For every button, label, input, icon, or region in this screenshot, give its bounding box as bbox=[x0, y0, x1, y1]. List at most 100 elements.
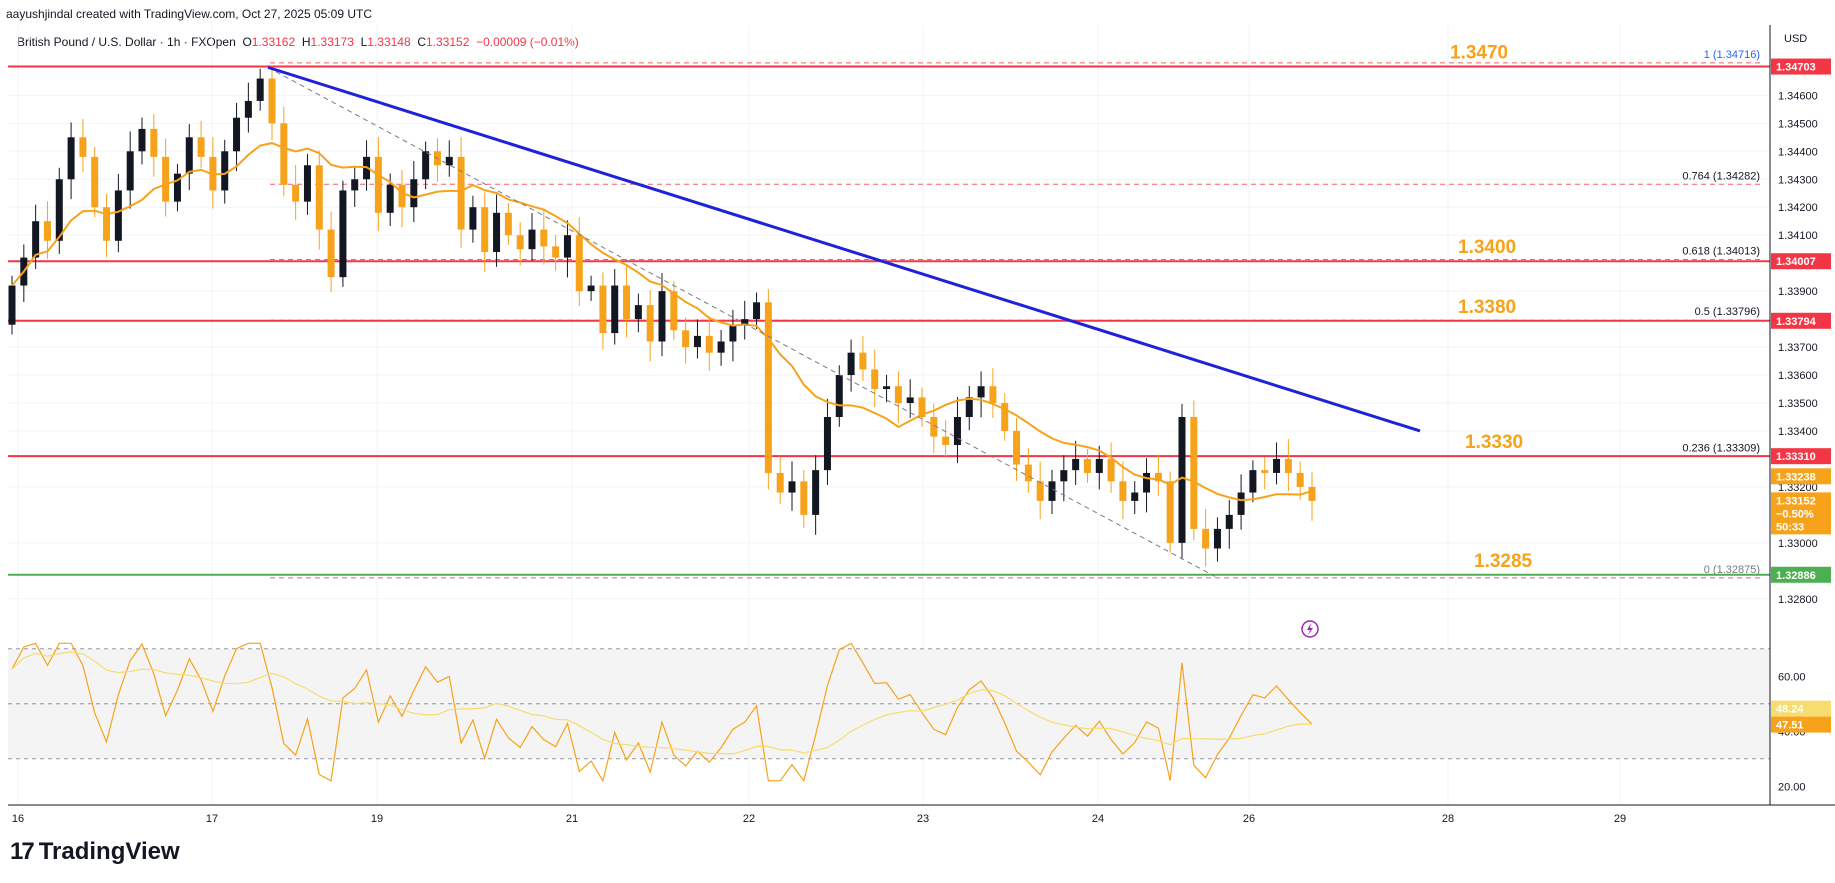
candle-body bbox=[1013, 430, 1021, 465]
candle-body bbox=[43, 221, 51, 241]
ohlc-h-label: H bbox=[301, 35, 311, 49]
candle-body bbox=[953, 417, 961, 445]
level-tag-bg bbox=[1771, 566, 1831, 583]
ohlc-o-label: O bbox=[242, 35, 252, 49]
creator-line: aayushjindal created with TradingView.co… bbox=[6, 7, 372, 21]
candle-body bbox=[162, 156, 170, 202]
fib-label: 0.5 (1.33796) bbox=[1695, 306, 1760, 318]
y-tick-label: 1.33400 bbox=[1778, 426, 1818, 438]
y-tick-label: 1.32800 bbox=[1778, 594, 1818, 606]
candle-body bbox=[729, 324, 737, 342]
brand[interactable]: 17 TradingView bbox=[10, 838, 180, 866]
candle-body bbox=[1131, 492, 1139, 501]
y-tick-label: 1.34600 bbox=[1778, 90, 1818, 102]
candle-body bbox=[587, 285, 595, 292]
y-tick-label: 1.33200 bbox=[1778, 482, 1818, 494]
candle-body bbox=[670, 291, 678, 331]
y-tick-label: 1.34400 bbox=[1778, 146, 1818, 158]
channel-line bbox=[267, 66, 1216, 577]
fib-label: 0 (1.32875) bbox=[1704, 564, 1760, 576]
candle-body bbox=[528, 229, 536, 250]
candle-body bbox=[150, 128, 158, 157]
level-tag: 1.34703 bbox=[1776, 62, 1816, 74]
rsi-line bbox=[11, 642, 1313, 783]
candle-body bbox=[32, 221, 40, 258]
fib-label: 0.618 (1.34013) bbox=[1682, 246, 1760, 258]
candle-body bbox=[575, 235, 583, 292]
ohlc-change: −0.00009 (−0.01%) bbox=[476, 35, 579, 49]
level-tag-bg bbox=[1771, 448, 1831, 465]
candle-body bbox=[1190, 417, 1198, 529]
rsi-ma-line bbox=[11, 651, 1313, 755]
x-tick-label: 23 bbox=[917, 813, 929, 825]
brand-name: TradingView bbox=[38, 838, 180, 865]
ohlc-h: 1.33173 bbox=[310, 35, 354, 49]
candle-body bbox=[1284, 458, 1292, 473]
candle-body bbox=[173, 173, 181, 202]
candle-body bbox=[469, 207, 477, 230]
candle-body bbox=[292, 184, 300, 202]
level-label: 1.3380 bbox=[1458, 297, 1516, 318]
rsi-panel bbox=[8, 642, 1770, 783]
lightning-glyph-icon bbox=[1307, 623, 1313, 635]
level-tag-bg bbox=[1771, 312, 1831, 329]
candle-body bbox=[693, 335, 701, 348]
candle-body bbox=[268, 78, 276, 124]
level-tag: 1.33310 bbox=[1776, 451, 1816, 463]
candle-body bbox=[79, 137, 87, 157]
candle-body bbox=[1202, 528, 1210, 549]
y-tick-label: 1.34200 bbox=[1778, 202, 1818, 214]
price-axis: USD 1.34600 1.34500 1.34400 1.34300 1.34200 1.… bbox=[8, 25, 1835, 806]
candle-body bbox=[835, 375, 843, 418]
candle-body bbox=[788, 481, 796, 493]
y-tick-label: 1.33900 bbox=[1778, 286, 1818, 298]
candle-body bbox=[776, 472, 784, 493]
lightning-icon bbox=[1301, 620, 1319, 638]
candle-body bbox=[599, 285, 607, 334]
candle-body bbox=[1119, 481, 1127, 501]
candle-body bbox=[1225, 514, 1233, 529]
candle-body bbox=[646, 305, 654, 342]
candle-body bbox=[516, 235, 524, 250]
candle-body bbox=[634, 305, 642, 320]
ohlc-l-label: L bbox=[360, 35, 368, 49]
tradingview-logo-icon: 17 bbox=[10, 838, 35, 865]
candle-body bbox=[1060, 470, 1068, 482]
currency-label: USD bbox=[1784, 33, 1807, 45]
candle-body bbox=[812, 470, 820, 515]
y-tick-label: 1.33500 bbox=[1778, 398, 1818, 410]
candles bbox=[8, 65, 1316, 567]
candle-body bbox=[883, 386, 891, 390]
time-axis: 16 17 19 21 22 23 24 26 28 29 bbox=[12, 813, 1626, 825]
candle-body bbox=[185, 137, 193, 174]
level-tag-bg bbox=[1771, 253, 1831, 270]
candle-body bbox=[1036, 481, 1044, 501]
candle-body bbox=[717, 341, 725, 353]
moving-average-line bbox=[11, 142, 1313, 502]
level-tag: 1.33794 bbox=[1776, 316, 1817, 328]
x-tick-label: 16 bbox=[12, 813, 24, 825]
candle-body bbox=[965, 397, 973, 418]
candle-body bbox=[563, 235, 571, 258]
countdown-tag: 50:33 bbox=[1776, 521, 1804, 533]
candle-body bbox=[221, 151, 229, 191]
candle-body bbox=[764, 302, 772, 473]
candle-body bbox=[327, 229, 335, 278]
y-tick-label: 1.34300 bbox=[1778, 174, 1818, 186]
candle-body bbox=[481, 207, 489, 252]
candle-body bbox=[1143, 472, 1151, 493]
symbol-name[interactable]: British Pound / U.S. Dollar · 1h · FXOpe… bbox=[17, 35, 236, 49]
price-levels: 1.3470 1.3400 1.3380 1.3330 1.3285 bbox=[8, 43, 1770, 576]
candle-body bbox=[8, 285, 16, 325]
x-tick-label: 29 bbox=[1614, 813, 1626, 825]
y-tick-label: 1.33700 bbox=[1778, 342, 1818, 354]
price-axis-bg bbox=[1770, 25, 1835, 805]
candle-body bbox=[682, 330, 690, 348]
y-tick-label: 1.34500 bbox=[1778, 118, 1818, 130]
x-tick-label: 19 bbox=[371, 813, 383, 825]
candle-body bbox=[1213, 528, 1221, 549]
candle-body bbox=[871, 369, 879, 390]
level-label: 1.3285 bbox=[1474, 551, 1533, 572]
